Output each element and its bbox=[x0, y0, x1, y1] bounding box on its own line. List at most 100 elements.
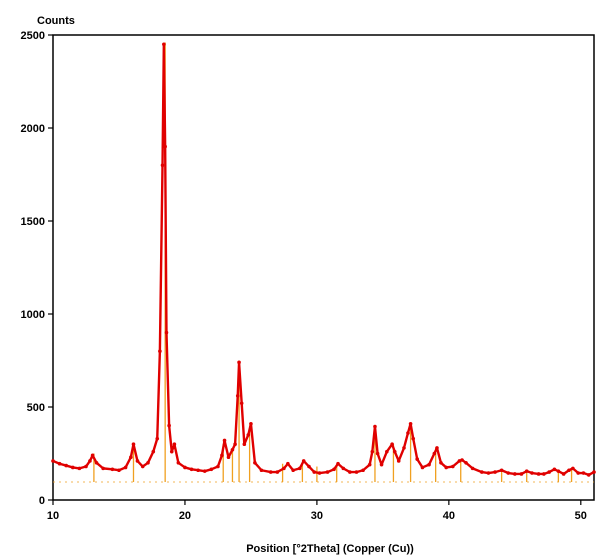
profile-point bbox=[354, 470, 359, 474]
profile-point bbox=[90, 453, 95, 458]
profile-point bbox=[408, 421, 413, 426]
profile-point bbox=[464, 461, 468, 465]
profile-point bbox=[470, 466, 475, 471]
profile-point bbox=[51, 459, 55, 463]
profile-point bbox=[209, 467, 214, 472]
profile-point bbox=[268, 470, 273, 474]
profile-point bbox=[176, 461, 181, 465]
profile-point bbox=[162, 42, 166, 47]
profile-point bbox=[253, 461, 257, 465]
profile-point bbox=[275, 470, 280, 474]
profile-point bbox=[486, 471, 491, 475]
profile-point bbox=[576, 471, 580, 475]
y-tick-label: 1000 bbox=[21, 309, 45, 321]
profile-point bbox=[506, 471, 511, 475]
profile-point bbox=[57, 461, 62, 466]
profile-point bbox=[552, 467, 557, 472]
profile-point bbox=[164, 330, 169, 335]
profile-point bbox=[169, 449, 174, 454]
profile-point bbox=[239, 401, 244, 406]
profile-point bbox=[160, 163, 165, 167]
measured-profile bbox=[51, 42, 596, 477]
profile-point bbox=[140, 464, 145, 469]
profile-point bbox=[246, 433, 251, 437]
profile-point bbox=[237, 360, 241, 365]
profile-point bbox=[332, 467, 336, 472]
profile-point bbox=[460, 458, 464, 462]
profile-point bbox=[196, 468, 200, 473]
profile-point bbox=[373, 424, 377, 429]
profile-point bbox=[348, 470, 352, 474]
profile-point bbox=[163, 144, 167, 149]
x-tick-label: 50 bbox=[575, 510, 587, 522]
profile-point bbox=[110, 467, 115, 472]
profile-point bbox=[444, 465, 449, 470]
profile-line bbox=[52, 43, 595, 477]
profile-point bbox=[524, 469, 529, 473]
x-axis: 10 20 30 40 50 bbox=[47, 500, 587, 522]
profile-point bbox=[307, 464, 311, 469]
profile-point bbox=[94, 461, 99, 465]
profile-point bbox=[375, 451, 380, 456]
profile-point bbox=[64, 463, 68, 468]
y-tick-label: 2000 bbox=[21, 123, 45, 135]
profile-point bbox=[155, 436, 160, 441]
x-tick-label: 20 bbox=[179, 510, 191, 522]
profile-point bbox=[513, 472, 517, 476]
profile-point bbox=[230, 447, 235, 452]
profile-point bbox=[556, 469, 561, 473]
profile-point bbox=[480, 470, 484, 474]
profile-point bbox=[291, 468, 295, 473]
profile-point bbox=[435, 446, 439, 450]
profile-point bbox=[226, 455, 231, 460]
y-axis: 0 500 1000 1500 2000 2500 bbox=[21, 30, 53, 507]
profile-point bbox=[259, 468, 264, 473]
profile-point bbox=[158, 349, 162, 354]
profile-point bbox=[592, 470, 596, 474]
profile-point bbox=[411, 436, 416, 441]
profile-point bbox=[385, 449, 389, 454]
profile-point bbox=[129, 455, 133, 460]
profile-point bbox=[571, 466, 575, 471]
profile-point bbox=[493, 470, 497, 474]
x-axis-title: Position [°2Theta] (Copper (Cu)) bbox=[246, 543, 414, 555]
profile-point bbox=[542, 472, 546, 476]
profile-point bbox=[312, 470, 317, 474]
profile-point bbox=[146, 461, 150, 465]
profile-point bbox=[131, 442, 136, 447]
profile-point bbox=[325, 470, 330, 474]
y-tick-label: 0 bbox=[39, 495, 45, 507]
profile-point bbox=[341, 466, 346, 471]
profile-point bbox=[581, 471, 586, 475]
profile-point bbox=[519, 472, 524, 476]
profile-point bbox=[530, 471, 534, 475]
profile-point bbox=[567, 468, 571, 473]
profile-point bbox=[390, 442, 394, 447]
profile-point bbox=[249, 421, 253, 426]
profile-point bbox=[301, 459, 306, 463]
y-axis-title: Counts bbox=[37, 15, 75, 27]
profile-point bbox=[406, 431, 410, 435]
profile-point bbox=[370, 449, 375, 454]
profile-point bbox=[172, 442, 177, 447]
reference-sticks bbox=[53, 42, 594, 483]
profile-point bbox=[286, 461, 290, 466]
profile-point bbox=[536, 472, 541, 476]
profile-point bbox=[220, 453, 224, 458]
y-tick-label: 1500 bbox=[21, 216, 45, 228]
profile-point bbox=[392, 449, 397, 454]
profile-point bbox=[317, 471, 322, 475]
profile-point bbox=[420, 465, 425, 470]
profile-point bbox=[561, 472, 566, 476]
profile-point bbox=[547, 470, 551, 474]
plot-frame bbox=[52, 34, 595, 501]
profile-point bbox=[336, 461, 340, 466]
profile-point bbox=[151, 449, 156, 454]
profile-point bbox=[216, 464, 220, 469]
profile-point bbox=[101, 466, 105, 471]
profile-point bbox=[183, 465, 187, 470]
y-tick-label: 2500 bbox=[21, 30, 45, 42]
profile-point bbox=[451, 464, 455, 469]
x-tick-label: 10 bbox=[47, 510, 59, 522]
